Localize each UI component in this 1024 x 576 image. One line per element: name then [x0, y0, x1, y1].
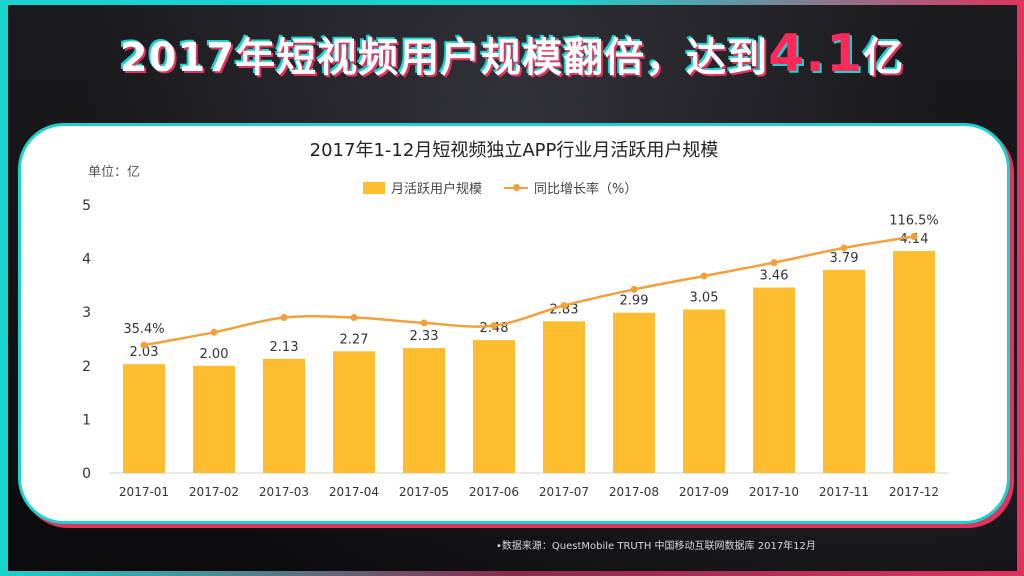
frame-right-stripe: [1017, 0, 1024, 576]
bar-value-label: 2.33: [410, 329, 439, 344]
headline: 2017年短视频用户规模翻倍，达到4.1亿: [0, 24, 1024, 84]
frame-bottom-stripe: [0, 571, 1024, 576]
bar: [193, 365, 235, 473]
legend: 月活跃用户规模 同比增长率（%）: [363, 178, 637, 197]
bar: [753, 287, 795, 473]
y-tick-label: 5: [82, 198, 91, 214]
growth-point-label: 35.4%: [123, 322, 164, 337]
x-tick-label: 2017-12: [889, 485, 939, 499]
growth-point: [560, 302, 568, 309]
bar-value-label: 2.27: [340, 332, 369, 347]
chart-card: 2017年1-12月短视频独立APP行业月活跃用户规模 单位：亿 月活跃用户规模…: [18, 123, 1010, 524]
x-tick-label: 2017-10: [749, 485, 799, 499]
bar: [683, 309, 725, 473]
bar: [333, 351, 375, 473]
chart-title: 2017年1-12月短视频独立APP行业月活跃用户规模: [309, 140, 719, 161]
frame-left-stripe: [0, 0, 8, 576]
bar-value-label: 2.13: [270, 340, 299, 355]
bar-value-label: 3.46: [760, 269, 789, 284]
bar-value-label: 2.99: [620, 294, 649, 309]
growth-line: [143, 235, 915, 347]
x-tick-label: 2017-08: [609, 485, 659, 499]
growth-point: [700, 272, 708, 280]
bar-value-label: 3.79: [830, 251, 859, 266]
growth-point: [350, 314, 358, 322]
legend-bar-swatch: [363, 181, 385, 194]
growth-point: [140, 341, 148, 349]
x-tick-label: 2017-03: [259, 485, 309, 499]
legend-line-swatch: [504, 182, 529, 194]
growth-point: [770, 259, 778, 267]
x-tick-label: 2017-02: [189, 485, 239, 499]
y-tick-label: 4: [82, 252, 91, 268]
chart-svg: 0 1 2 3 4 5 2.03 2017-01 2.00 2017-02 2.13 2017-03 2…: [82, 198, 949, 499]
growth-point: [630, 285, 638, 293]
bar-value-label: 2.03: [130, 345, 159, 360]
x-tick-label: 2017-09: [679, 485, 729, 499]
legend-line-label: 同比增长率（%）: [534, 182, 638, 197]
y-tick-label: 0: [82, 466, 91, 482]
bar-value-label: 3.05: [690, 291, 719, 306]
unit-label: 单位：亿: [88, 165, 141, 180]
growth-point: [910, 232, 918, 240]
growth-point: [490, 322, 498, 330]
headline-accent: 4.1: [768, 24, 864, 84]
y-tick-label: 2: [82, 359, 91, 375]
y-tick-label: 3: [82, 305, 91, 321]
frame-top-stripe: [0, 0, 1024, 5]
growth-point: [210, 328, 218, 336]
bar: [613, 312, 655, 473]
x-tick-label: 2017-06: [469, 485, 519, 499]
bar: [543, 321, 585, 473]
growth-point: [280, 314, 288, 322]
bar: [473, 340, 515, 473]
x-tick-label: 2017-04: [329, 485, 379, 499]
y-tick-label: 1: [82, 412, 91, 428]
x-tick-label: 2017-11: [819, 485, 869, 499]
x-tick-label: 2017-01: [119, 485, 169, 499]
legend-bar-label: 月活跃用户规模: [391, 182, 483, 197]
bar-value-label: 2.00: [200, 347, 229, 362]
bar: [403, 348, 445, 473]
source-note: •数据来源：QuestMobile TRUTH 中国移动互联网数据库 2017年…: [496, 541, 816, 552]
growth-point: [840, 244, 848, 252]
bar: [893, 251, 935, 473]
growth-point: [420, 319, 428, 327]
x-tick-label: 2017-05: [399, 485, 449, 499]
bar: [823, 269, 865, 473]
bar: [263, 358, 305, 473]
legend-item-line: 同比增长率（%）: [504, 178, 637, 197]
x-tick-label: 2017-07: [539, 485, 589, 499]
headline-suffix: 亿: [863, 35, 905, 81]
bar: [123, 364, 165, 473]
legend-item-bar: 月活跃用户规模: [363, 178, 482, 197]
bar-value-label: 2.83: [550, 302, 579, 317]
headline-prefix: 2017年短视频用户规模翻倍，达到: [119, 35, 769, 81]
growth-point-label: 116.5%: [889, 213, 939, 228]
